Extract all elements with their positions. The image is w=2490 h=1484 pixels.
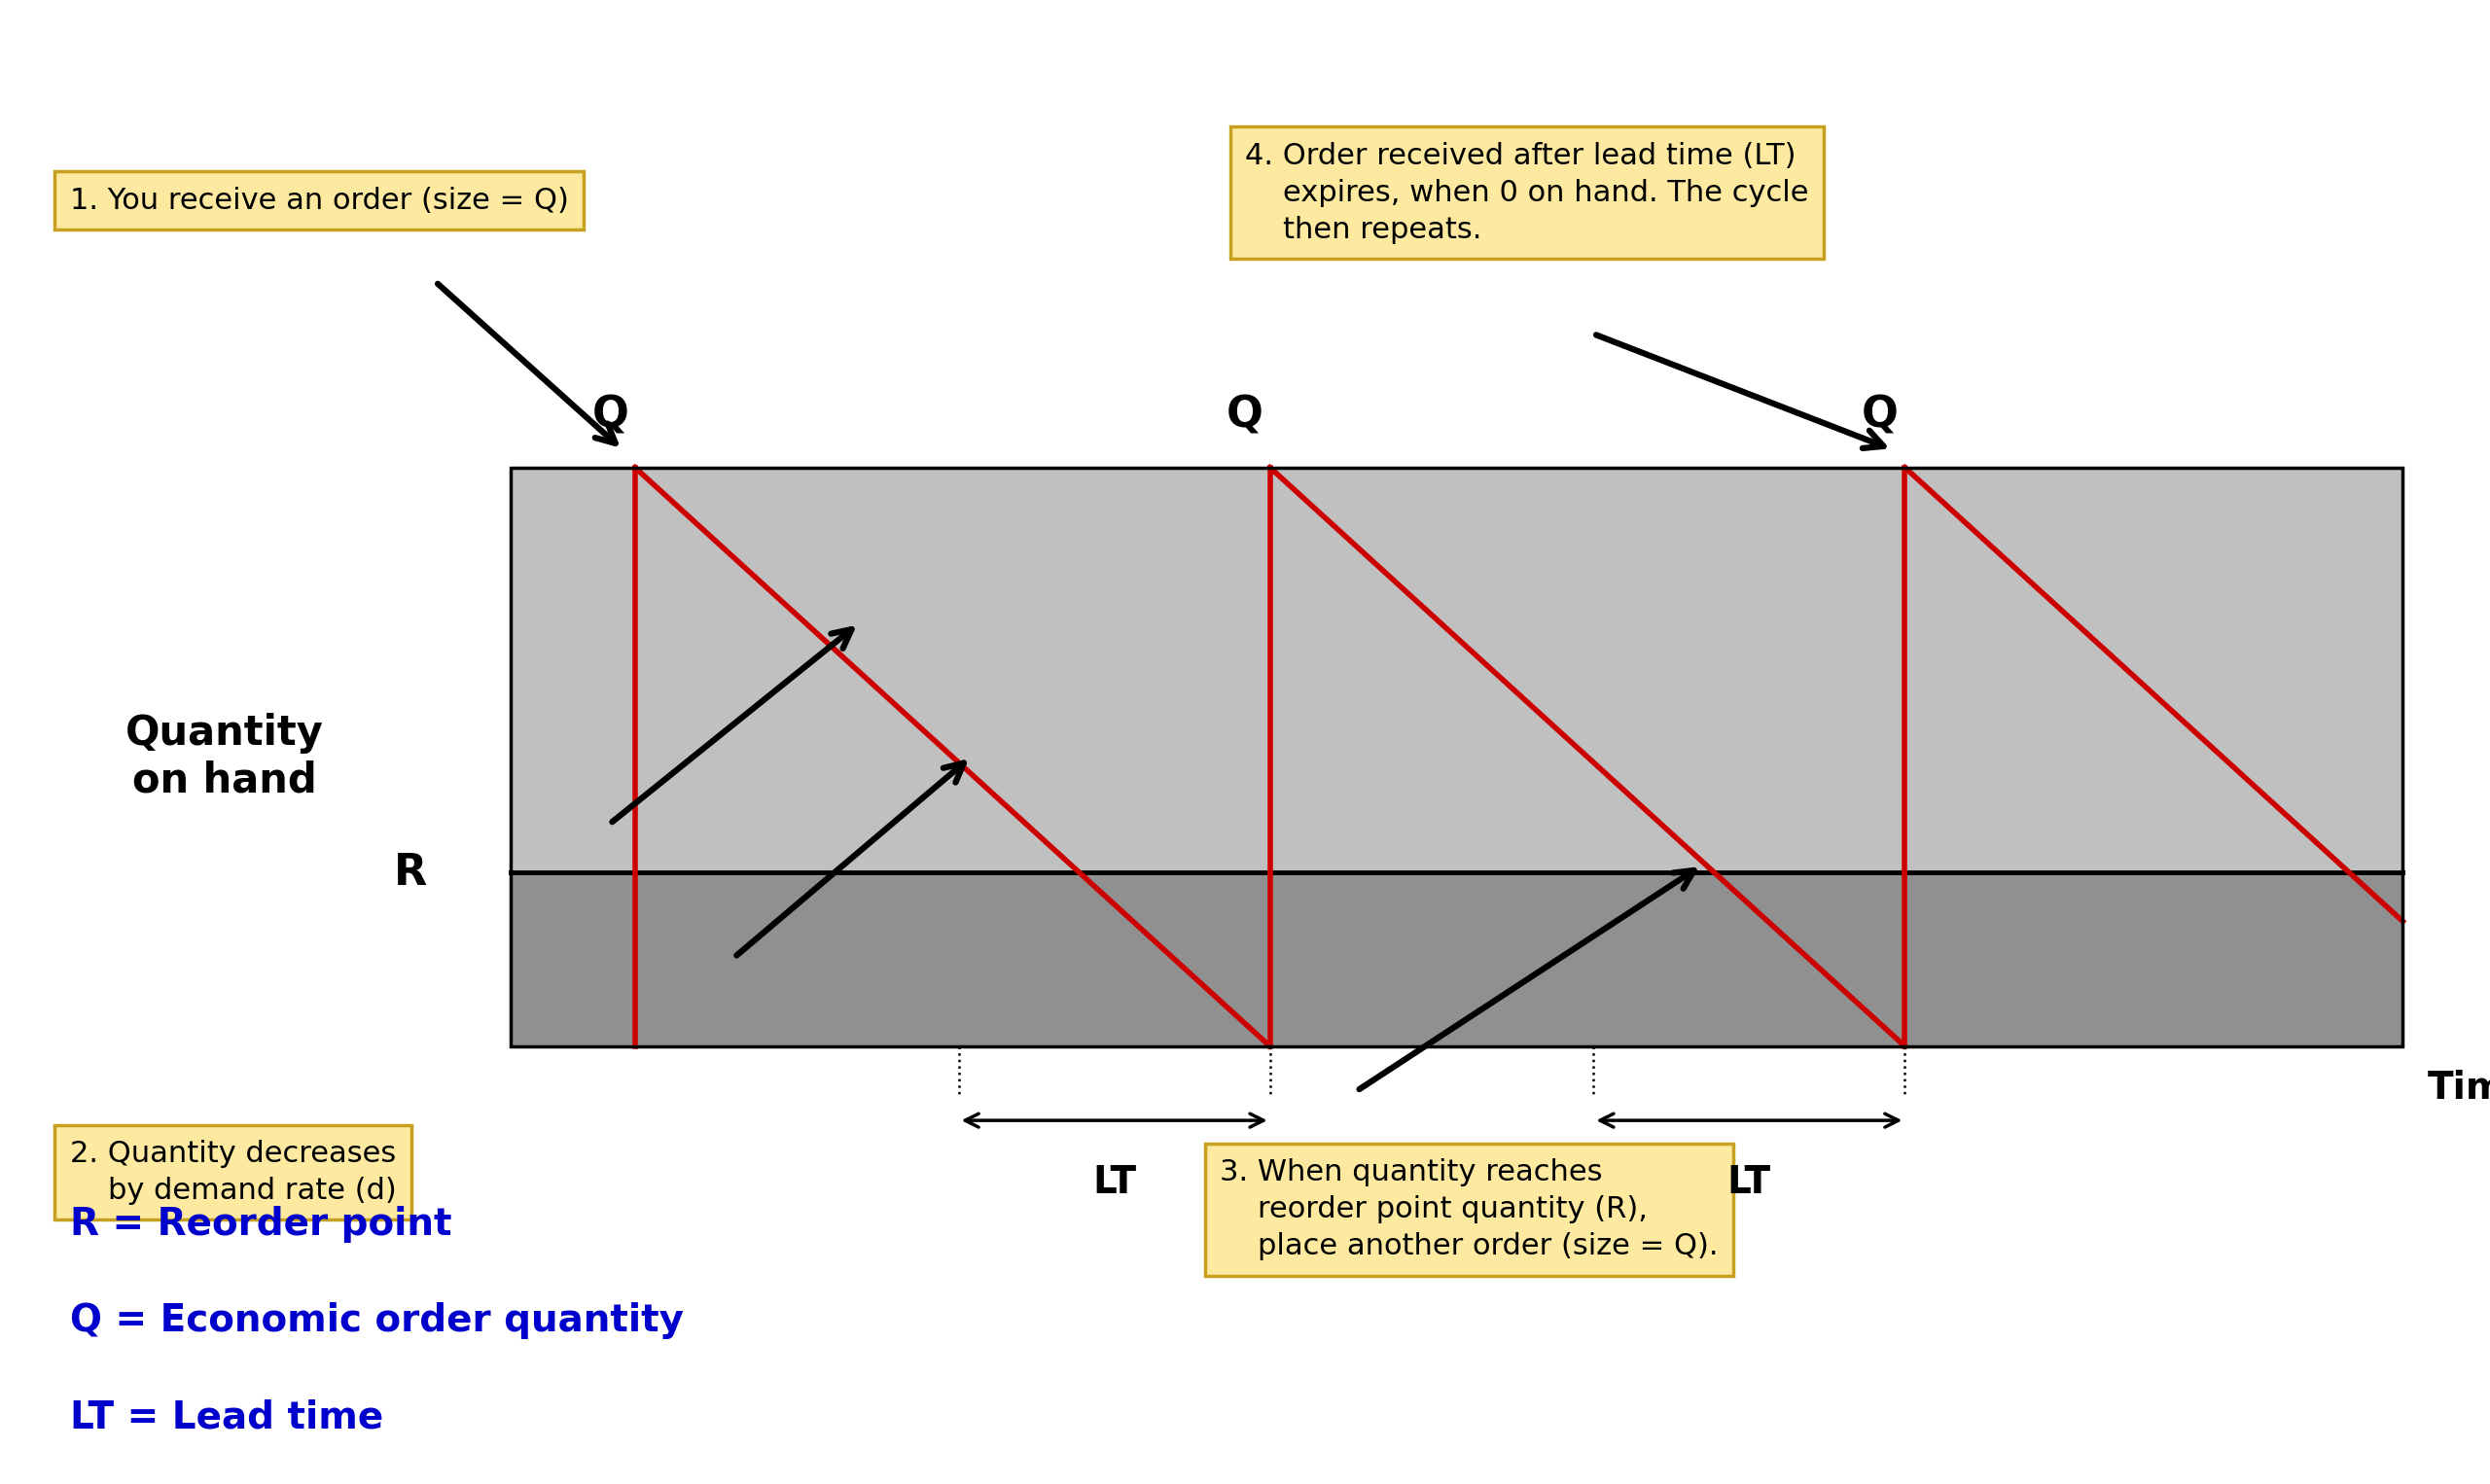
Bar: [510, 467, 2403, 1046]
Text: 3. When quantity reaches
    reorder point quantity (R),
    place another order: 3. When quantity reaches reorder point q…: [1220, 1158, 1718, 1261]
Text: 4. Order received after lead time (LT)
    expires, when 0 on hand. The cycle
  : 4. Order received after lead time (LT) e…: [1245, 141, 1808, 245]
Text: R: R: [393, 852, 428, 893]
Text: LT: LT: [1093, 1165, 1135, 1201]
Bar: [510, 873, 2403, 1046]
Text: LT = Lead time: LT = Lead time: [70, 1399, 383, 1435]
Text: 1. You receive an order (size = Q): 1. You receive an order (size = Q): [70, 186, 568, 215]
Text: 2. Quantity decreases
    by demand rate (d): 2. Quantity decreases by demand rate (d): [70, 1140, 396, 1205]
Text: R = Reorder point: R = Reorder point: [70, 1206, 451, 1242]
Text: LT: LT: [1728, 1165, 1770, 1201]
Bar: [510, 467, 2403, 1046]
Text: Q: Q: [1228, 395, 1262, 436]
Text: Q: Q: [593, 395, 627, 436]
Text: Time: Time: [2428, 1070, 2490, 1106]
Text: Q: Q: [1863, 395, 1897, 436]
Text: Q = Economic order quantity: Q = Economic order quantity: [70, 1303, 682, 1339]
Text: Quantity
on hand: Quantity on hand: [124, 712, 324, 801]
